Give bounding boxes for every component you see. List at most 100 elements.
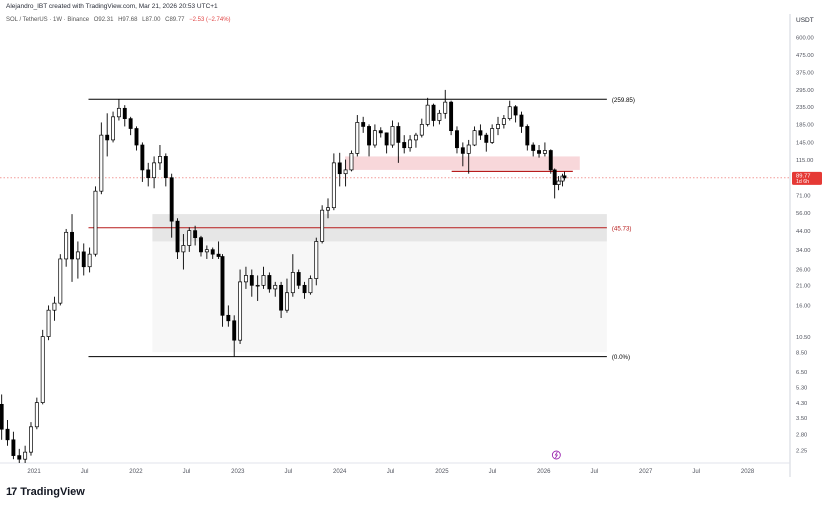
candle-body — [490, 128, 495, 143]
candle-body — [349, 153, 354, 171]
price-tick-label: 21.00 — [796, 284, 811, 290]
price-tick-label: 16.00 — [796, 304, 811, 310]
candle-body — [255, 284, 260, 287]
candle-body — [199, 237, 203, 253]
time-tick-label: 2026 — [537, 469, 551, 475]
fib-level-label: (45.73) — [612, 225, 632, 232]
zone-faint — [152, 241, 607, 353]
candle-body — [232, 320, 237, 341]
price-tick-label: 6.50 — [796, 370, 807, 376]
candle-body — [419, 124, 424, 136]
candle-body — [261, 275, 266, 286]
candle-body — [204, 249, 209, 253]
candle-body — [40, 336, 45, 403]
candle-body — [34, 402, 39, 428]
time-tick-label: 2023 — [231, 469, 245, 475]
price-tick-label: 71.00 — [796, 193, 811, 199]
candle-body — [355, 122, 360, 154]
candle-body — [52, 302, 57, 311]
candle-body — [384, 132, 389, 146]
candle-body — [93, 190, 98, 255]
candle-body — [537, 150, 541, 154]
candle-body — [87, 253, 92, 268]
candle-body — [99, 134, 104, 192]
time-tick-label: 2027 — [639, 469, 653, 475]
candle-body — [58, 258, 63, 304]
candle-body — [367, 126, 371, 146]
candle-body — [361, 122, 366, 127]
price-tick-label: 2.80 — [796, 433, 807, 439]
close-value: C89.77 — [165, 17, 185, 23]
candle-body — [519, 114, 524, 127]
time-tick-label: Jul — [590, 469, 598, 475]
candle-body — [396, 126, 401, 143]
price-axis-unit: USDT — [796, 17, 814, 24]
symbol-name[interactable]: SOL / TetherUS · 1W · Binance — [6, 17, 90, 23]
fib-level-label: (259.85) — [612, 97, 635, 104]
time-tick-label: 2024 — [333, 469, 347, 475]
candle-body — [152, 162, 157, 179]
price-tick-label: 600.00 — [796, 36, 814, 42]
candle-body — [11, 439, 16, 456]
current-price-label: 89.77 — [796, 174, 811, 180]
candle-body — [378, 130, 383, 134]
low-value: L87.00 — [142, 17, 161, 23]
candle-body — [548, 150, 553, 171]
candle-body — [134, 128, 139, 146]
candle-body — [146, 169, 151, 179]
candle-body — [273, 284, 278, 290]
time-tick-label: Jul — [692, 469, 700, 475]
candle-body — [158, 156, 162, 164]
price-tick-label: 8.50 — [796, 350, 807, 356]
bar-countdown-label: 1d 6h — [796, 179, 809, 185]
tradingview-logo-text: TradingView — [20, 486, 85, 498]
candle-body — [390, 126, 395, 146]
candle-body — [187, 230, 192, 246]
time-tick-label: Jul — [489, 469, 497, 475]
candle-body — [290, 272, 295, 294]
current-price-badge — [792, 171, 822, 185]
time-tick-label: 2022 — [129, 469, 143, 475]
candle-body — [220, 256, 225, 316]
candle-body — [70, 231, 74, 260]
candle-body — [193, 230, 198, 239]
candle-body — [460, 147, 465, 154]
price-tick-label: 10.50 — [796, 335, 811, 341]
candle-body — [402, 142, 407, 149]
candle-body — [507, 106, 512, 119]
candle-body — [169, 177, 174, 222]
time-tick-label: 2025 — [435, 469, 449, 475]
candle-body — [267, 275, 272, 290]
open-value: O92.31 — [93, 17, 114, 23]
attribution-text: Alejandro_IBT created with TradingView.c… — [6, 3, 218, 10]
candle-body — [116, 107, 121, 118]
candle-body — [478, 130, 483, 136]
candle-body — [75, 251, 80, 260]
change-value: −2.53 (−2.74%) — [189, 17, 231, 23]
time-tick-label: 2028 — [741, 469, 755, 475]
candle-body — [437, 112, 442, 121]
candle-body — [29, 426, 33, 453]
price-tick-label: 5.30 — [796, 385, 807, 391]
candle-body — [501, 118, 506, 125]
fib-level-label: (0.0%) — [612, 354, 630, 361]
candle-body — [5, 428, 10, 441]
candle-body — [111, 116, 116, 141]
price-tick-label: 145.00 — [796, 141, 814, 147]
time-tick-label: Jul — [81, 469, 89, 475]
candle-body — [279, 284, 284, 311]
candle-body — [140, 144, 145, 171]
candle-body — [302, 284, 307, 294]
candle-body — [556, 180, 561, 185]
price-tick-label: 185.00 — [796, 123, 814, 129]
candle-body — [314, 241, 319, 279]
high-value: H97.68 — [118, 17, 138, 23]
candle-body — [249, 275, 254, 286]
price-tick-label: 115.00 — [796, 158, 813, 164]
candle-body — [296, 272, 301, 286]
candle-body — [552, 169, 557, 185]
price-tick-label: 475.00 — [796, 53, 814, 59]
candle-body — [408, 139, 413, 149]
event-flag-icon-glyph — [554, 451, 559, 459]
